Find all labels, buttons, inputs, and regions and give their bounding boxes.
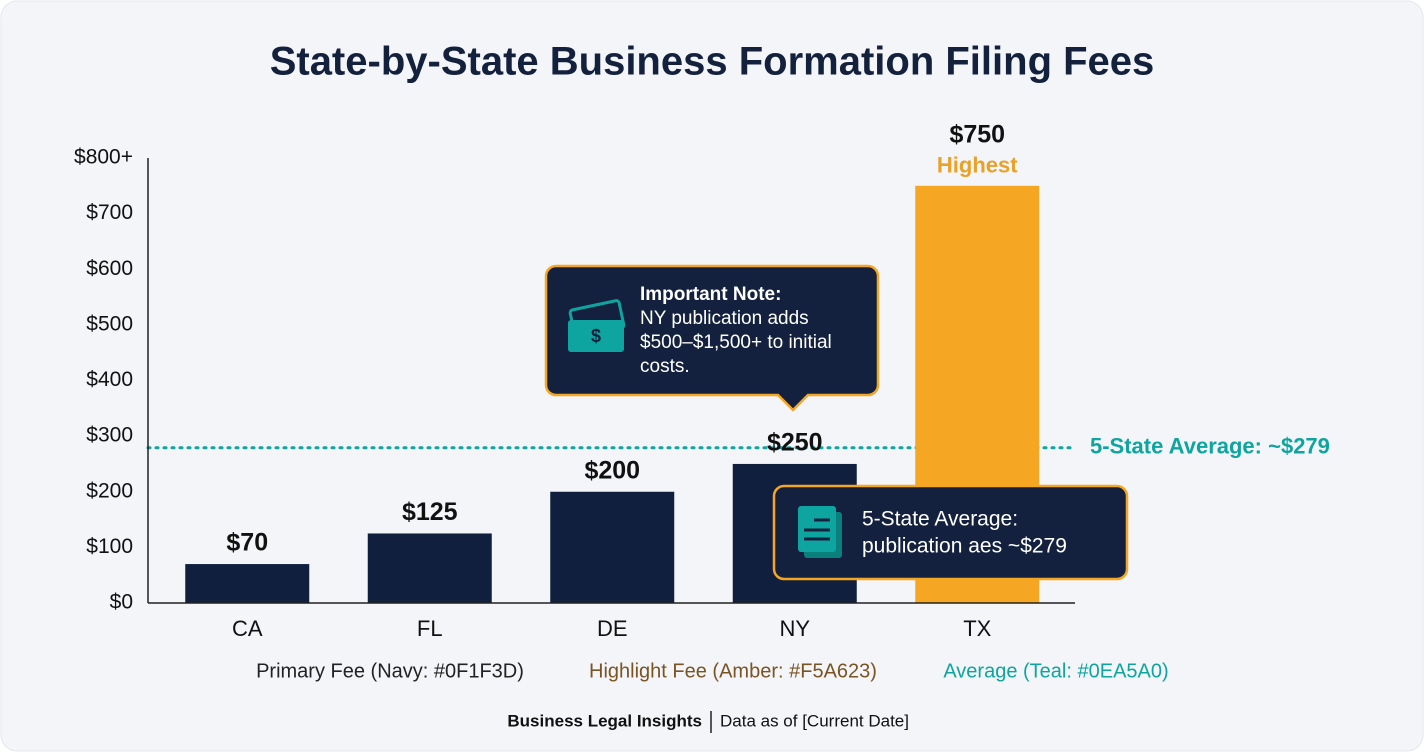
bar xyxy=(550,491,675,603)
bar xyxy=(185,564,310,603)
note-title: Important Note: xyxy=(640,284,781,305)
legend-entry: Primary Fee (Navy: #0F1F3D) xyxy=(256,660,524,682)
value-label: $125 xyxy=(402,498,458,526)
x-tick-label: DE xyxy=(597,616,628,641)
x-tick-label: NY xyxy=(779,616,810,641)
y-tick-label: $200 xyxy=(86,479,133,502)
plot: $0 $100 $200 $300 $400 $500 $600 $700 $800+ 5-Sta… xyxy=(74,120,1330,640)
value-label: $750 xyxy=(949,120,1005,148)
y-tick-label: $500 xyxy=(86,312,133,335)
money-icon: $ xyxy=(568,299,626,352)
average-label: 5-State Average: ~$279 xyxy=(1090,434,1330,459)
legend-entry: Average (Teal: #0EA5A0) xyxy=(943,660,1168,682)
value-label: $250 xyxy=(767,429,823,457)
x-tick-label: FL xyxy=(417,616,443,641)
value-label: $70 xyxy=(226,529,268,557)
x-tick-label: TX xyxy=(963,616,991,641)
average-callout: 5-State Average: publication aes ~$279 xyxy=(772,484,1129,581)
value-label: $200 xyxy=(584,456,640,484)
note-line: costs. xyxy=(640,356,690,377)
document-icon xyxy=(798,506,842,558)
chart-title: State-by-State Business Formation Filing… xyxy=(270,40,1155,84)
footer-source: Business Legal Insights xyxy=(507,711,702,730)
x-tick-label: CA xyxy=(232,616,263,641)
y-tick-label: $100 xyxy=(86,535,133,558)
legend-entry: Highlight Fee (Amber: #F5A623) xyxy=(589,660,877,682)
average-box-line: 5-State Average: xyxy=(862,508,1018,531)
highlight-label: Highest xyxy=(937,153,1018,178)
y-tick-label: $800+ xyxy=(74,146,133,169)
bar xyxy=(367,533,492,603)
note-callout: $ Important Note: NY publication adds $5… xyxy=(544,264,880,412)
y-tick-label: $700 xyxy=(86,201,133,224)
average-box-line: publication aes ~$279 xyxy=(862,535,1067,558)
money-icon-symbol: $ xyxy=(591,326,601,346)
y-tick-label: $300 xyxy=(86,424,133,447)
footer-date: Data as of [Current Date] xyxy=(720,711,909,730)
note-line: NY publication adds xyxy=(640,308,809,329)
y-tick-label: $600 xyxy=(86,257,133,280)
y-tick-label: $0 xyxy=(110,591,133,614)
note-line: $500–$1,500+ to initial xyxy=(640,332,832,353)
y-tick-label: $400 xyxy=(86,368,133,391)
